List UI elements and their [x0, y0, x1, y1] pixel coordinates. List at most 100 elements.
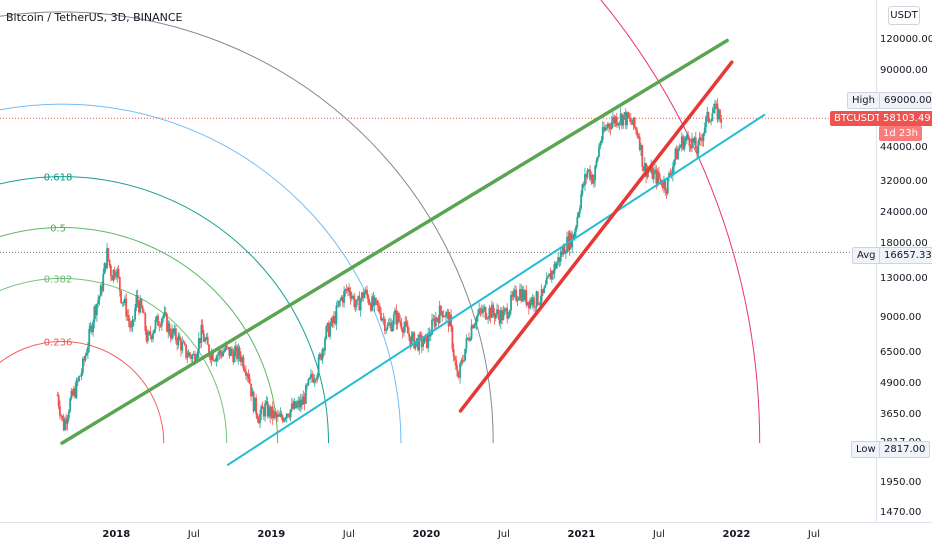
candle-body	[111, 276, 114, 281]
candle-body	[167, 323, 170, 332]
candle-body	[87, 346, 89, 354]
candle-body	[539, 301, 542, 305]
candle-body	[668, 173, 670, 178]
candle-body	[113, 269, 116, 277]
candle-body	[99, 285, 102, 297]
candle-body	[168, 323, 171, 334]
candle-body	[559, 251, 562, 262]
candle-body	[544, 284, 547, 288]
candle-body	[385, 329, 388, 331]
candle-body	[253, 397, 256, 412]
candle-body	[358, 296, 361, 311]
candle-body	[246, 373, 249, 376]
steep-trend-trend-line[interactable]	[458, 60, 734, 413]
candle-body	[603, 126, 605, 131]
candle-body	[618, 122, 621, 124]
candle-body	[158, 325, 161, 327]
candle-body	[445, 312, 447, 318]
candle-body	[78, 376, 80, 381]
candle-body	[372, 296, 375, 306]
price-axis[interactable]	[876, 0, 932, 550]
candle-body	[581, 184, 584, 195]
candle-body	[701, 139, 704, 141]
candle-body	[715, 103, 718, 105]
candle-body	[561, 251, 563, 255]
candle-body	[580, 194, 583, 209]
candle-body	[103, 263, 106, 275]
candle-body	[665, 190, 668, 194]
candle-body	[623, 112, 626, 116]
price-tick-label: 4900.00	[880, 377, 922, 389]
candle-body	[144, 313, 147, 331]
candle-body	[109, 265, 112, 277]
candle-body	[270, 406, 273, 418]
candle-body	[252, 391, 255, 412]
lower-channel-trend-line[interactable]	[226, 113, 766, 466]
candle-body	[649, 170, 651, 172]
candle-body	[533, 297, 535, 307]
candle-body	[220, 353, 223, 357]
candle-body	[209, 355, 212, 361]
candle-body	[164, 312, 167, 315]
candle-body	[553, 263, 556, 274]
candle-body	[606, 123, 609, 128]
candle-body	[310, 374, 312, 378]
candle-body	[264, 403, 266, 417]
candle-body	[152, 333, 154, 340]
low-label: Low	[851, 441, 881, 458]
candle-layer	[56, 98, 723, 432]
candle-body	[371, 296, 374, 311]
candle-body	[322, 349, 325, 351]
candle-body	[505, 308, 507, 310]
candle-body	[502, 311, 505, 320]
candle-body	[638, 137, 641, 150]
time-axis[interactable]	[0, 522, 932, 551]
candle-body	[454, 356, 456, 361]
candle-body	[108, 259, 111, 266]
candle-body	[420, 335, 423, 347]
candle-body	[459, 363, 461, 378]
candle-body	[92, 322, 94, 333]
candle-body	[419, 334, 422, 336]
candle-body	[716, 103, 719, 120]
candle-body	[196, 352, 199, 358]
candle-body	[307, 379, 310, 385]
candle-body	[299, 399, 302, 408]
high-value: 69000.00	[879, 92, 932, 109]
currency-unit-button[interactable]: USDT	[888, 6, 920, 25]
candle-body	[429, 334, 432, 337]
fib-label-0-618: 0.618	[44, 173, 73, 184]
candle-body	[73, 388, 75, 396]
candle-body	[390, 322, 393, 332]
candle-body	[492, 304, 495, 313]
candle-body	[185, 344, 187, 358]
candle-body	[598, 147, 600, 157]
candle-body	[280, 413, 283, 418]
candle-body	[317, 357, 320, 376]
candle-body	[169, 333, 172, 339]
candle-body	[131, 319, 134, 327]
candle-body	[94, 306, 97, 316]
candle-body	[413, 332, 416, 349]
low-value: 2817.00	[879, 441, 931, 458]
candle-body	[414, 341, 417, 349]
candle-body	[292, 403, 295, 409]
candle-body	[107, 248, 110, 260]
candle-body	[61, 415, 64, 418]
candle-body	[223, 350, 226, 352]
candle-body	[159, 325, 162, 327]
candle-body	[227, 347, 230, 348]
upper-channel-trend-line[interactable]	[60, 38, 729, 445]
candle-body	[331, 318, 334, 323]
candle-body	[293, 401, 296, 409]
candle-body	[353, 295, 356, 308]
candle-body	[696, 148, 698, 154]
candle-body	[558, 257, 561, 262]
candle-body	[364, 289, 367, 293]
candle-body	[476, 314, 479, 317]
candle-body	[278, 414, 281, 417]
candle-body	[121, 302, 124, 303]
candle-body	[377, 305, 380, 307]
candle-body	[166, 314, 168, 332]
